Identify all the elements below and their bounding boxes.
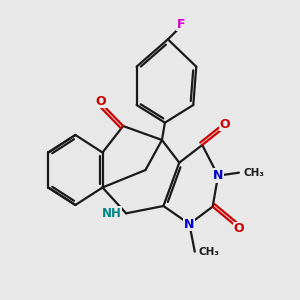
Text: CH₃: CH₃ <box>198 247 219 257</box>
Text: N: N <box>184 218 195 230</box>
Text: CH₃: CH₃ <box>243 168 264 178</box>
Text: F: F <box>177 18 186 31</box>
Text: O: O <box>95 94 106 108</box>
Text: O: O <box>220 118 230 130</box>
Text: N: N <box>213 169 223 182</box>
Text: NH: NH <box>102 207 122 220</box>
Text: O: O <box>233 222 244 235</box>
